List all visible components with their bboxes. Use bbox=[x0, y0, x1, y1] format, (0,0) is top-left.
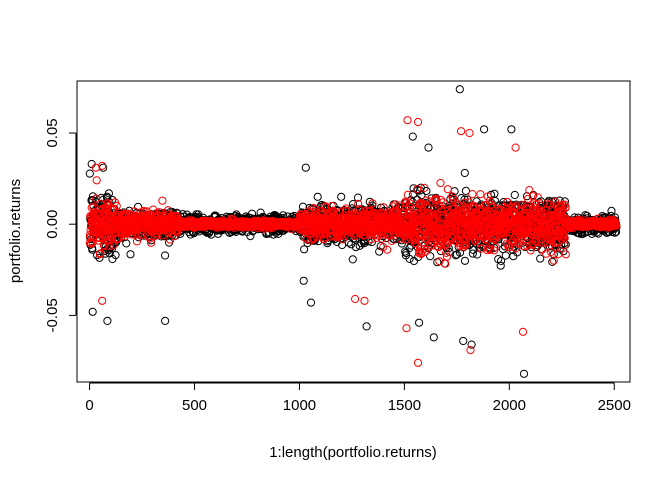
data-point bbox=[316, 203, 325, 212]
data-point bbox=[353, 193, 363, 202]
data-point-extreme bbox=[424, 143, 433, 152]
y-axis: -0.05 0.00 0.05 bbox=[44, 118, 77, 333]
data-point bbox=[110, 198, 120, 207]
data-point bbox=[338, 235, 347, 244]
data-point-extreme bbox=[507, 125, 516, 134]
data-point bbox=[161, 251, 170, 260]
y-tick-label: -0.05 bbox=[44, 298, 61, 332]
data-point bbox=[85, 169, 94, 178]
data-point bbox=[468, 249, 477, 258]
data-point bbox=[92, 194, 101, 203]
data-point bbox=[95, 234, 104, 243]
x-axis: 0 500 1000 1500 2000 2500 bbox=[85, 382, 631, 414]
x-tick-label: 500 bbox=[182, 397, 207, 414]
data-point bbox=[300, 245, 309, 254]
data-point bbox=[111, 251, 120, 260]
data-point bbox=[95, 253, 104, 262]
data-point bbox=[348, 200, 358, 209]
data-point bbox=[497, 256, 506, 265]
data-point bbox=[513, 248, 522, 257]
data-point bbox=[561, 240, 570, 249]
data-point bbox=[85, 238, 94, 247]
data-point-extreme bbox=[299, 276, 308, 285]
data-point bbox=[427, 194, 436, 203]
data-point-extreme bbox=[455, 85, 464, 94]
data-point bbox=[88, 238, 97, 247]
data-point-extreme bbox=[459, 336, 468, 346]
data-point bbox=[405, 244, 414, 253]
data-point bbox=[100, 241, 109, 250]
data-point-extreme bbox=[362, 322, 371, 331]
data-point bbox=[298, 202, 308, 211]
data-point bbox=[426, 252, 435, 261]
data-point bbox=[137, 230, 146, 240]
data-point bbox=[337, 192, 346, 201]
x-tick-label: 1000 bbox=[283, 397, 316, 414]
data-point bbox=[342, 206, 351, 215]
data-point bbox=[126, 250, 135, 259]
data-point bbox=[147, 238, 156, 247]
data-point-extreme bbox=[519, 369, 529, 378]
data-point-extreme bbox=[88, 307, 97, 316]
data-point bbox=[90, 208, 99, 217]
data-point bbox=[405, 254, 414, 263]
data-point bbox=[445, 247, 454, 257]
x-tick-label: 1500 bbox=[388, 397, 421, 414]
data-point bbox=[313, 192, 322, 201]
data-point bbox=[347, 240, 356, 249]
data-point-extreme bbox=[408, 132, 417, 141]
data-point bbox=[587, 229, 597, 238]
data-point-extreme bbox=[103, 316, 112, 325]
plot-frame bbox=[76, 80, 631, 383]
data-point bbox=[354, 199, 363, 208]
y-tick-label: 0.05 bbox=[44, 118, 61, 147]
data-point bbox=[335, 208, 345, 217]
data-point bbox=[451, 251, 460, 260]
data-point bbox=[494, 235, 503, 244]
y-tick-label: 0.00 bbox=[44, 210, 61, 239]
data-point bbox=[510, 190, 519, 200]
data-point bbox=[158, 196, 167, 205]
data-point bbox=[247, 209, 257, 218]
data-point bbox=[536, 254, 545, 263]
data-point-extreme bbox=[415, 318, 424, 327]
data-point bbox=[95, 250, 105, 259]
data-point-extreme bbox=[161, 316, 170, 325]
data-point bbox=[92, 176, 101, 185]
data-point-extreme bbox=[429, 333, 438, 342]
data-point bbox=[461, 186, 470, 195]
data-point bbox=[96, 249, 105, 258]
data-point bbox=[105, 242, 114, 251]
data-point-extreme bbox=[480, 125, 489, 134]
data-point bbox=[532, 242, 541, 252]
data-point bbox=[548, 257, 557, 266]
data-point-extreme bbox=[301, 163, 310, 172]
data-point bbox=[314, 209, 323, 218]
data-point bbox=[460, 256, 470, 265]
data-point-extreme bbox=[467, 340, 476, 349]
data-point bbox=[153, 230, 162, 239]
series-red-points bbox=[85, 116, 621, 367]
data-point bbox=[460, 168, 469, 178]
data-point bbox=[321, 202, 330, 211]
data-point bbox=[104, 189, 114, 198]
x-tick-label: 2000 bbox=[493, 397, 526, 414]
x-tick-label: 0 bbox=[85, 397, 93, 414]
data-point-extreme bbox=[306, 298, 316, 307]
data-point bbox=[364, 237, 373, 246]
data-point bbox=[348, 210, 357, 219]
data-point bbox=[102, 211, 111, 220]
data-point bbox=[89, 203, 98, 212]
data-point bbox=[134, 230, 143, 239]
data-point bbox=[348, 255, 357, 264]
data-point bbox=[351, 243, 360, 252]
x-tick-label: 2500 bbox=[598, 397, 631, 414]
data-point bbox=[97, 193, 106, 202]
data-point bbox=[496, 261, 505, 270]
data-point bbox=[607, 206, 616, 215]
